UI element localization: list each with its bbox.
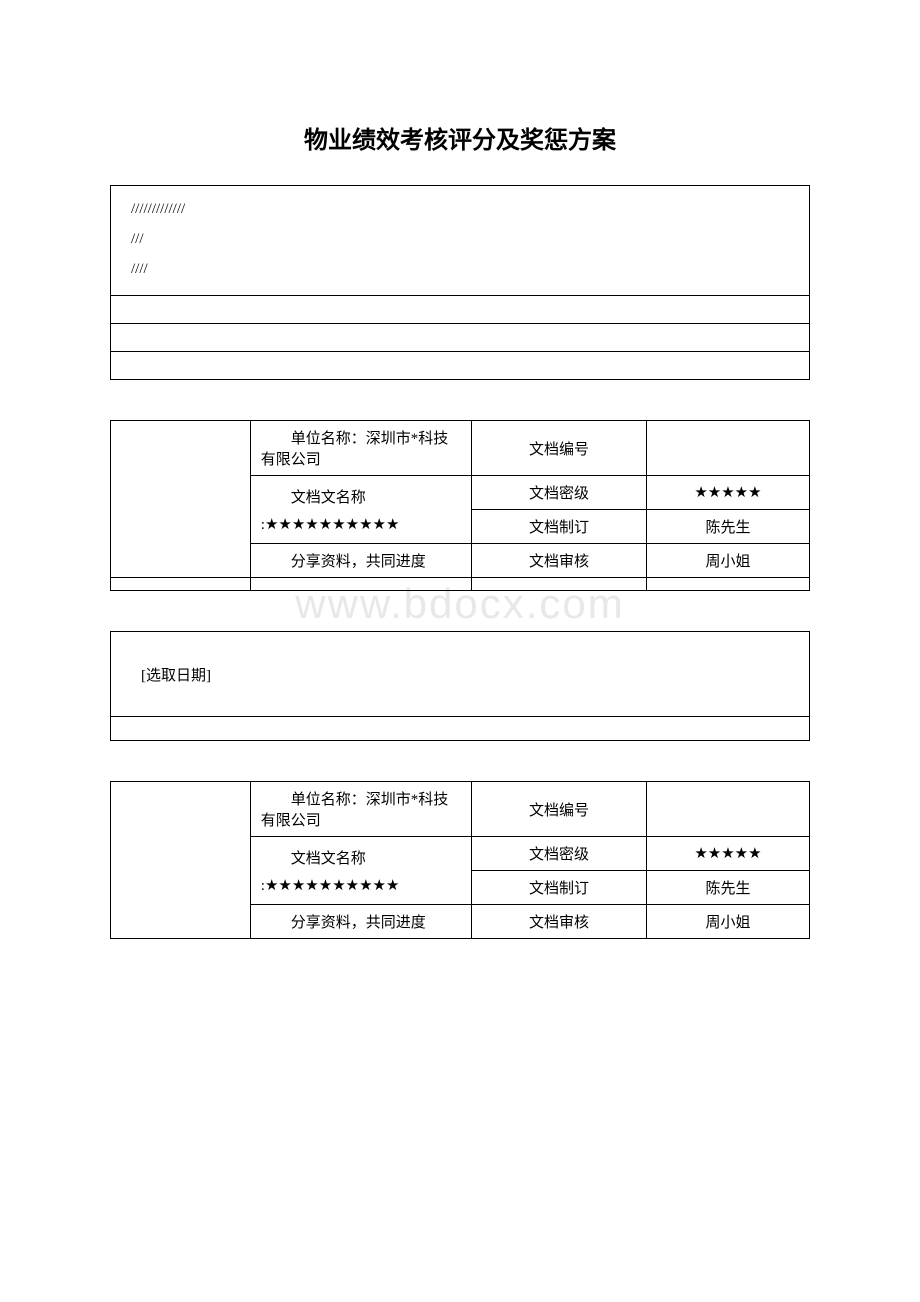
doc-review-label: 文档审核 [472,905,647,939]
share-label: 分享资料，共同进度 [261,550,461,571]
doc-name-cell: 文档文名称 :★★★★★★★★★★ [250,476,471,544]
doc-number-value [646,782,809,837]
company-cell: 单位名称：深圳市*科技有限公司 [250,782,471,837]
doc-creator-value: 陈先生 [646,871,809,905]
empty-cell [111,324,810,352]
doc-name-line2: :★★★★★★★★★★ [261,876,461,895]
doc-creator-label: 文档制订 [472,871,647,905]
doc-level-label: 文档密级 [472,837,647,871]
doc-name-label: 文档文名称 [261,847,461,868]
company-label: 单位名称：深圳市*科技有限公司 [261,788,461,830]
doc-level-label: 文档密级 [472,476,647,510]
doc-level-value: ★★★★★ [646,476,809,510]
company-label: 单位名称：深圳市*科技有限公司 [261,427,461,469]
slash-line-1: ///////////// [131,194,789,224]
date-cell: [选取日期] [111,632,810,717]
doc-number-value [646,421,809,476]
left-spacer [111,421,251,578]
doc-number-label: 文档编号 [472,782,647,837]
doc-level-value: ★★★★★ [646,837,809,871]
info-table-2: 单位名称：深圳市*科技有限公司 文档编号 文档文名称 :★★★★★★★★★★ 文… [110,781,810,939]
share-cell: 分享资料，共同进度 [250,905,471,939]
left-spacer [111,782,251,939]
doc-creator-label: 文档制订 [472,510,647,544]
table-slashes: ///////////// /// //// [110,185,810,380]
share-cell: 分享资料，共同进度 [250,544,471,578]
empty-cell [111,296,810,324]
info-table-1: 单位名称：深圳市*科技有限公司 文档编号 文档文名称 :★★★★★★★★★★ 文… [110,420,810,591]
empty-cell [111,352,810,380]
page-title: 物业绩效考核评分及奖惩方案 [110,120,810,155]
empty-cell [111,578,251,591]
empty-cell [111,717,810,741]
doc-number-label: 文档编号 [472,421,647,476]
empty-cell [472,578,647,591]
doc-creator-value: 陈先生 [646,510,809,544]
doc-review-label: 文档审核 [472,544,647,578]
date-placeholder: [选取日期] [141,668,211,684]
company-cell: 单位名称：深圳市*科技有限公司 [250,421,471,476]
doc-name-label: 文档文名称 [261,486,461,507]
doc-name-cell: 文档文名称 :★★★★★★★★★★ [250,837,471,905]
share-label: 分享资料，共同进度 [261,911,461,932]
doc-review-value: 周小姐 [646,544,809,578]
date-table: [选取日期] [110,631,810,741]
doc-review-value: 周小姐 [646,905,809,939]
slash-line-2: /// [131,224,789,254]
slashes-cell: ///////////// /// //// [111,186,810,296]
empty-cell [646,578,809,591]
empty-cell [250,578,471,591]
slash-line-3: //// [131,254,789,284]
doc-name-line2: :★★★★★★★★★★ [261,515,461,534]
